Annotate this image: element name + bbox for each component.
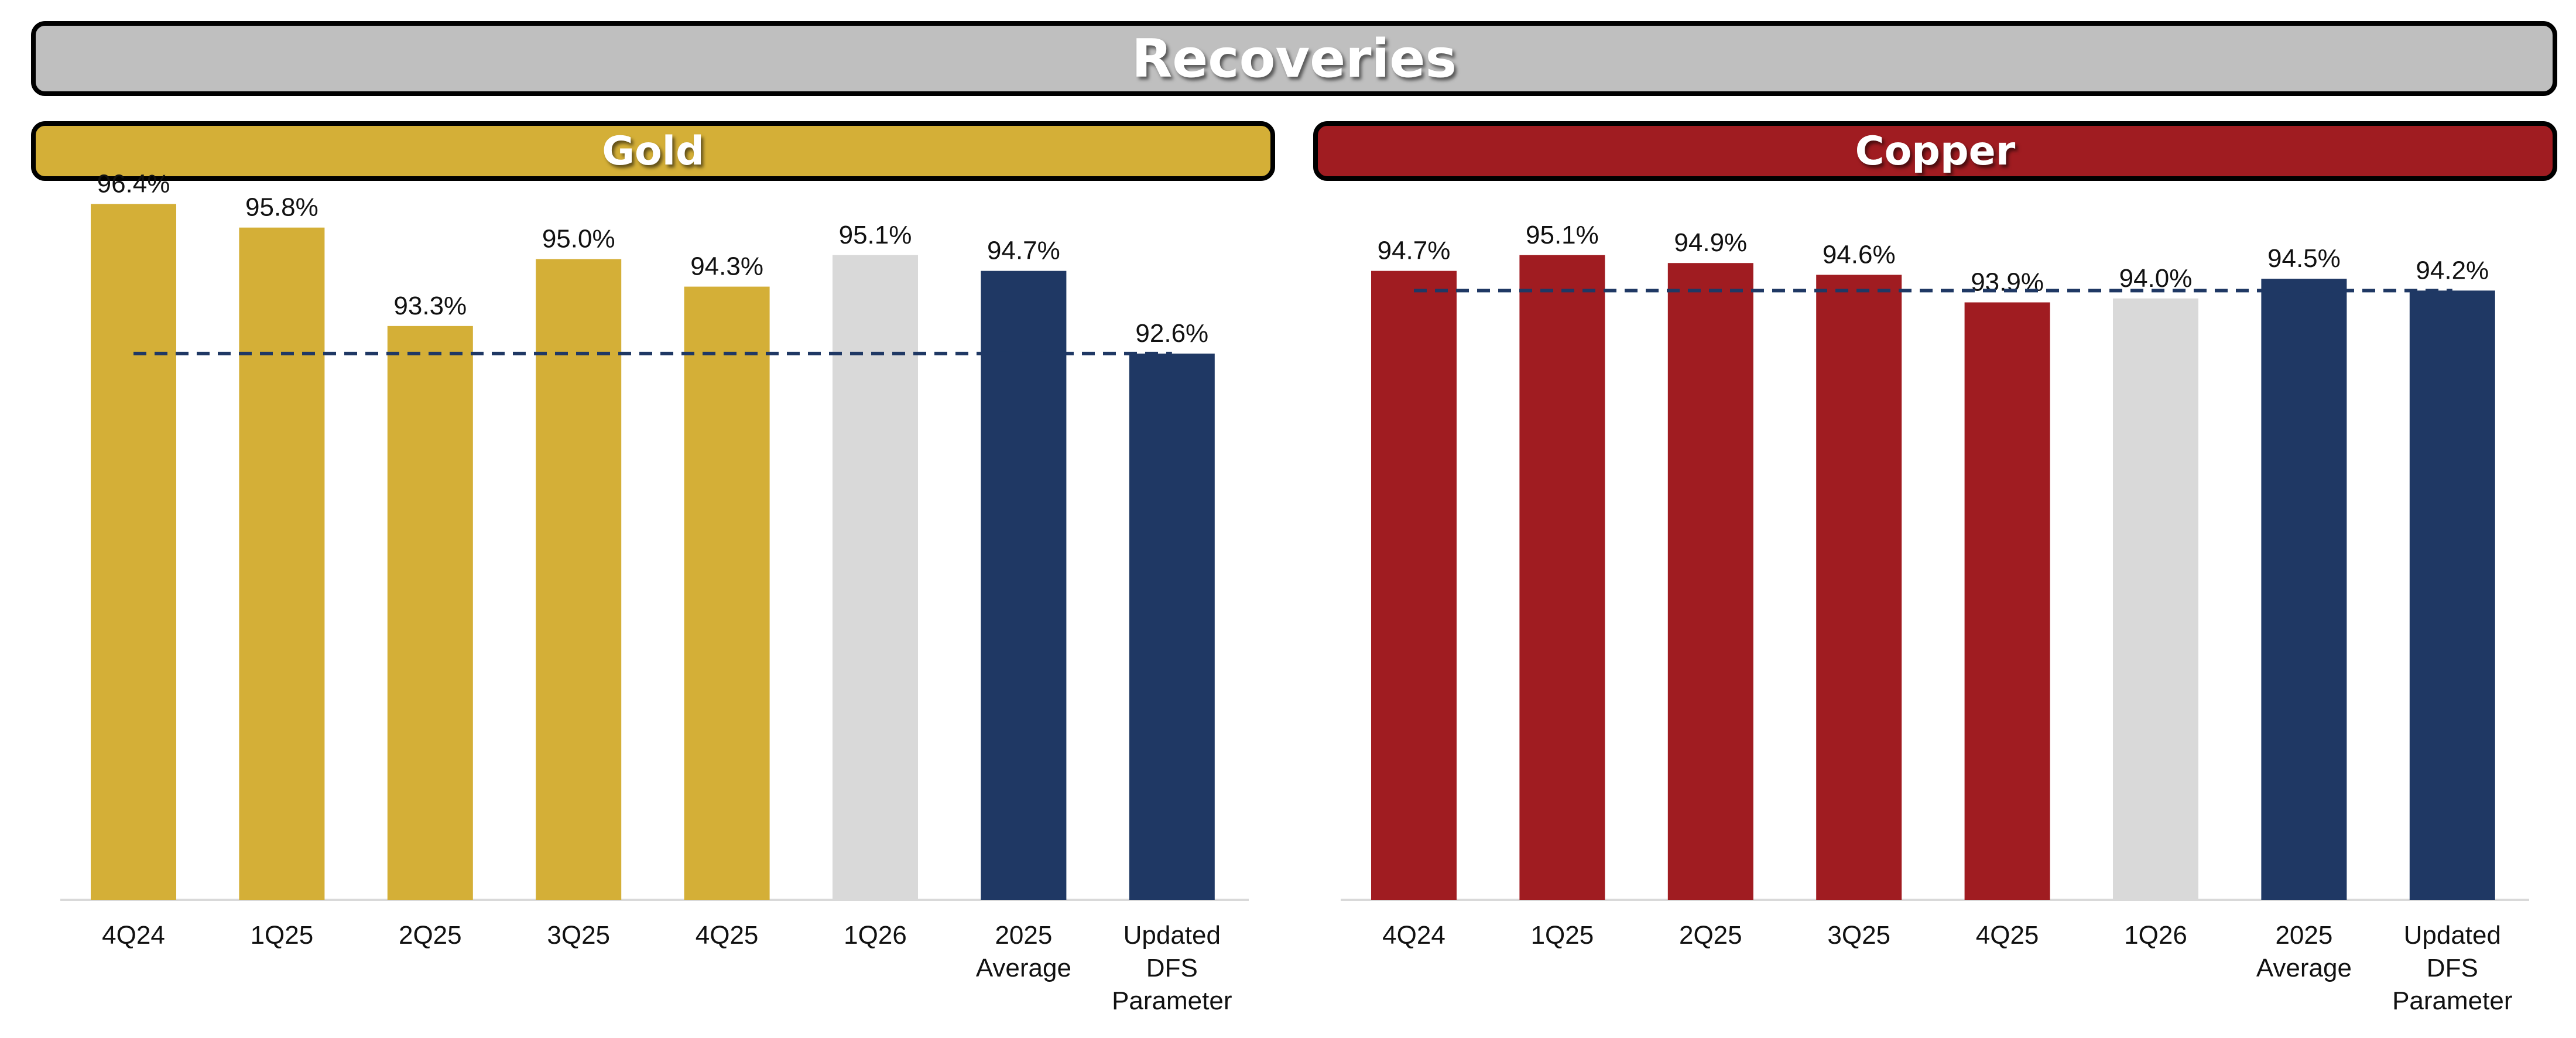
copper-value-label-0: 94.7%	[1378, 237, 1451, 265]
copper-value-label-2: 94.9%	[1674, 228, 1747, 257]
copper-bar-7	[2409, 290, 2495, 900]
recoveries-title: Recoveries	[1131, 28, 1457, 90]
copper-value-label-6: 94.5%	[2267, 244, 2341, 273]
copper-header-banner: Copper	[1313, 121, 2557, 181]
gold-value-label-5: 95.1%	[839, 221, 912, 249]
gold-bar-4	[684, 286, 770, 900]
copper-bar-2	[1667, 263, 1753, 900]
copper-category-label-4: 4Q25	[1976, 921, 2039, 950]
gold-bar-2	[387, 326, 473, 900]
gold-category-label-5: 1Q26	[844, 921, 907, 950]
gold-bar-6	[981, 270, 1067, 900]
gold-header-banner: Gold	[31, 121, 1275, 181]
copper-category-label-1: 1Q25	[1531, 921, 1594, 950]
gold-bar-3	[536, 259, 622, 900]
copper-category-label-5: 1Q26	[2124, 921, 2187, 950]
copper-bar-3	[1816, 275, 1902, 900]
copper-category-label-3: 3Q25	[1827, 921, 1890, 950]
copper-value-label-3: 94.6%	[1823, 240, 1896, 269]
copper-bar-1	[1519, 255, 1605, 900]
gold-value-label-1: 95.8%	[245, 193, 318, 222]
gold-category-label-4: 4Q25	[696, 921, 759, 950]
copper-bar-5	[2113, 298, 2198, 900]
recoveries-header-banner: Recoveries	[31, 21, 2557, 96]
gold-category-label-1: 1Q25	[251, 921, 314, 950]
gold-value-label-0: 96.4%	[97, 169, 170, 198]
copper-value-label-7: 94.2%	[2416, 256, 2489, 285]
copper-category-label-6: 2025 Average	[2256, 921, 2352, 982]
gold-category-label-6: 2025 Average	[976, 921, 1071, 982]
copper-value-label-5: 94.0%	[2119, 264, 2193, 293]
gold-title: Gold	[602, 128, 704, 174]
copper-bar-6	[2261, 279, 2347, 900]
copper-category-label-0: 4Q24	[1382, 921, 1445, 950]
gold-value-label-4: 94.3%	[690, 252, 763, 281]
gold-value-label-6: 94.7%	[987, 237, 1060, 265]
copper-title: Copper	[1855, 128, 2016, 174]
gold-value-label-7: 92.6%	[1135, 319, 1208, 348]
copper-category-label-7: Updated DFS Parameter	[2392, 921, 2512, 1015]
copper-bar-0	[1371, 270, 1457, 900]
gold-category-label-2: 2Q25	[399, 921, 462, 950]
copper-value-label-1: 95.1%	[1526, 221, 1599, 249]
copper-bar-4	[1964, 302, 2050, 900]
gold-bar-0	[91, 204, 176, 900]
gold-category-label-7: Updated DFS Parameter	[1112, 921, 1232, 1015]
gold-bar-7	[1129, 353, 1215, 900]
gold-category-label-3: 3Q25	[547, 921, 610, 950]
gold-value-label-3: 95.0%	[542, 225, 615, 253]
copper-category-label-2: 2Q25	[1679, 921, 1742, 950]
gold-bar-1	[239, 227, 325, 900]
gold-category-label-0: 4Q24	[102, 921, 165, 950]
gold-value-label-2: 93.3%	[393, 292, 467, 320]
gold-bar-5	[833, 255, 918, 900]
